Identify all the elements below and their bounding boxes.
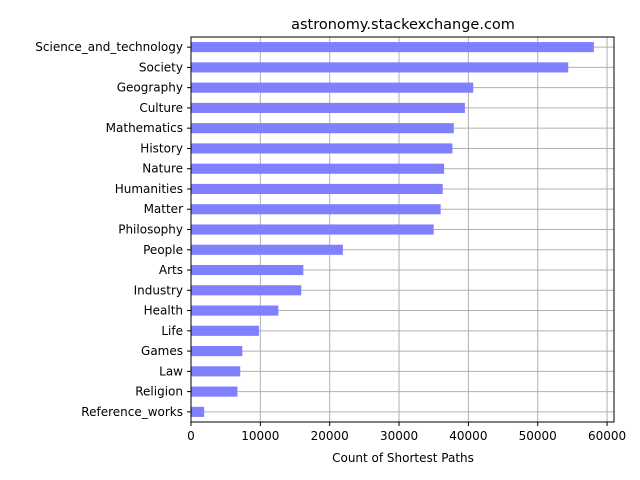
bar-life (191, 325, 259, 336)
bar-nature (191, 163, 445, 174)
bar-science-and-technology (191, 42, 594, 53)
y-tick-label: Health (144, 304, 183, 318)
bar-games (191, 346, 243, 357)
bar-health (191, 305, 279, 316)
x-axis-label: Count of Shortest Paths (332, 451, 474, 465)
chart-title: astronomy.stackexchange.com (291, 17, 515, 33)
y-tick-label: Industry (134, 283, 183, 297)
y-tick-label: Philosophy (118, 223, 183, 237)
bar-geography (191, 82, 474, 93)
y-tick-label: Culture (139, 101, 183, 115)
y-tick-label: Law (159, 364, 183, 378)
y-tick-label: Mathematics (106, 121, 183, 135)
bar-matter (191, 204, 441, 215)
bar-religion (191, 386, 238, 397)
y-tick-label: Reference_works (81, 405, 183, 419)
bars (191, 42, 594, 417)
x-tick-label: 30000 (380, 429, 418, 443)
y-tick-label: Matter (144, 202, 184, 216)
bar-humanities (191, 183, 443, 195)
x-tick-label: 50000 (519, 429, 557, 443)
y-tick-label: People (143, 243, 183, 257)
y-tick-label: Games (141, 344, 183, 358)
x-tick-label: 60000 (588, 429, 626, 443)
y-tick-label: Humanities (115, 182, 183, 196)
x-tick-label: 40000 (449, 429, 487, 443)
bar-arts (191, 264, 304, 276)
bar-society (191, 62, 569, 73)
x-tick-label: 0 (187, 429, 195, 443)
y-tick-label: Science_and_technology (35, 40, 183, 54)
x-tick-label: 20000 (311, 429, 349, 443)
y-tick-label: Society (139, 60, 183, 74)
y-axis-ticks: Science_and_technology Society Geography Cu… (35, 40, 191, 419)
y-tick-label: Life (161, 324, 183, 338)
bar-philosophy (191, 224, 434, 235)
bar-history (191, 143, 453, 154)
bar-mathematics (191, 123, 454, 134)
x-axis-ticks: 0 10000 20000 30000 40000 50000 60000 (187, 422, 626, 443)
y-tick-label: Arts (159, 263, 183, 277)
x-tick-label: 10000 (241, 429, 279, 443)
bar-industry (191, 285, 302, 296)
bar-culture (191, 102, 465, 113)
y-tick-label: History (140, 141, 183, 155)
y-tick-label: Geography (117, 81, 183, 95)
bar-people (191, 244, 343, 255)
y-tick-label: Religion (135, 385, 183, 399)
y-tick-label: Nature (142, 162, 183, 176)
bar-reference-works (191, 406, 205, 417)
bar-law (191, 366, 241, 377)
